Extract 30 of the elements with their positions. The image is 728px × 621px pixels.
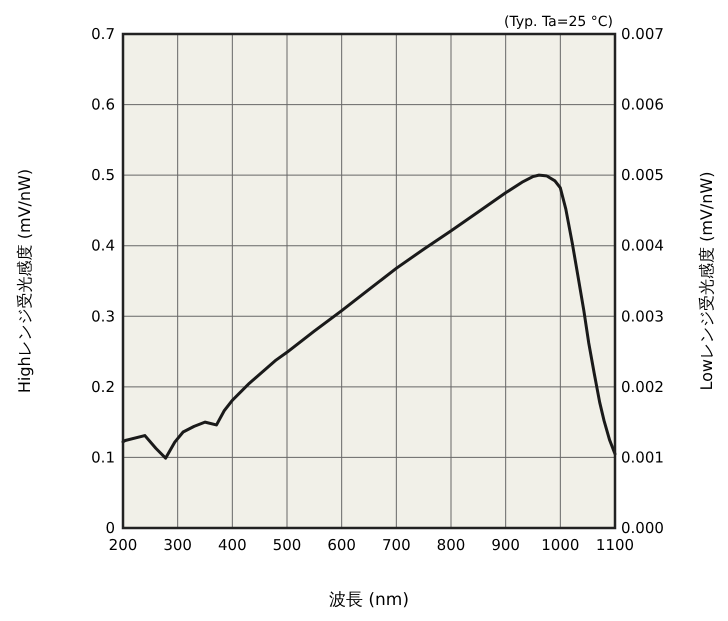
text: (Typ. Ta=25 °C) xyxy=(504,14,613,30)
y-tick-label: 0.7 xyxy=(91,25,115,43)
x-tick-label: 900 xyxy=(491,536,520,554)
x-tick-label: 800 xyxy=(436,536,466,554)
y-tick-label: 0.1 xyxy=(91,448,115,466)
y2-tick-label: 0.003 xyxy=(621,307,664,326)
x-tick-label: 1100 xyxy=(596,536,634,554)
y2-tick-label: 0.005 xyxy=(621,166,664,184)
x-axis-title: 波長 (nm) xyxy=(328,590,410,610)
y-tick-label: 0.5 xyxy=(91,166,115,184)
y-tick-label: 0.6 xyxy=(91,96,115,114)
x-tick-label: 400 xyxy=(218,536,247,554)
y2-tick-label: 0.007 xyxy=(621,25,664,43)
y-tick-label: 0.4 xyxy=(91,236,115,255)
y-axis-title: Highレンジ受光感度 (mV/nW) xyxy=(15,168,34,394)
x-tick-label: 700 xyxy=(382,536,411,554)
x-tick-label: 1000 xyxy=(541,536,580,554)
y2-tick-label: 0.002 xyxy=(621,378,664,396)
y2-tick-label: 0.001 xyxy=(621,448,664,466)
y2-tick-label: 0.000 xyxy=(621,519,664,537)
y-tick-label: 0.3 xyxy=(91,307,115,326)
y-tick-label: 0 xyxy=(105,519,115,537)
x-tick-label: 600 xyxy=(327,536,356,554)
x-tick-label: 200 xyxy=(108,536,138,554)
y-tick-label: 0.2 xyxy=(91,378,115,396)
x-tick-label: 300 xyxy=(163,536,192,554)
y2-tick-label: 0.006 xyxy=(621,96,664,114)
y2-axis-title: Lowレンジ受光感度 (mV/nW) xyxy=(697,172,716,390)
x-tick-label: 500 xyxy=(272,536,302,554)
y2-tick-label: 0.004 xyxy=(621,236,664,255)
